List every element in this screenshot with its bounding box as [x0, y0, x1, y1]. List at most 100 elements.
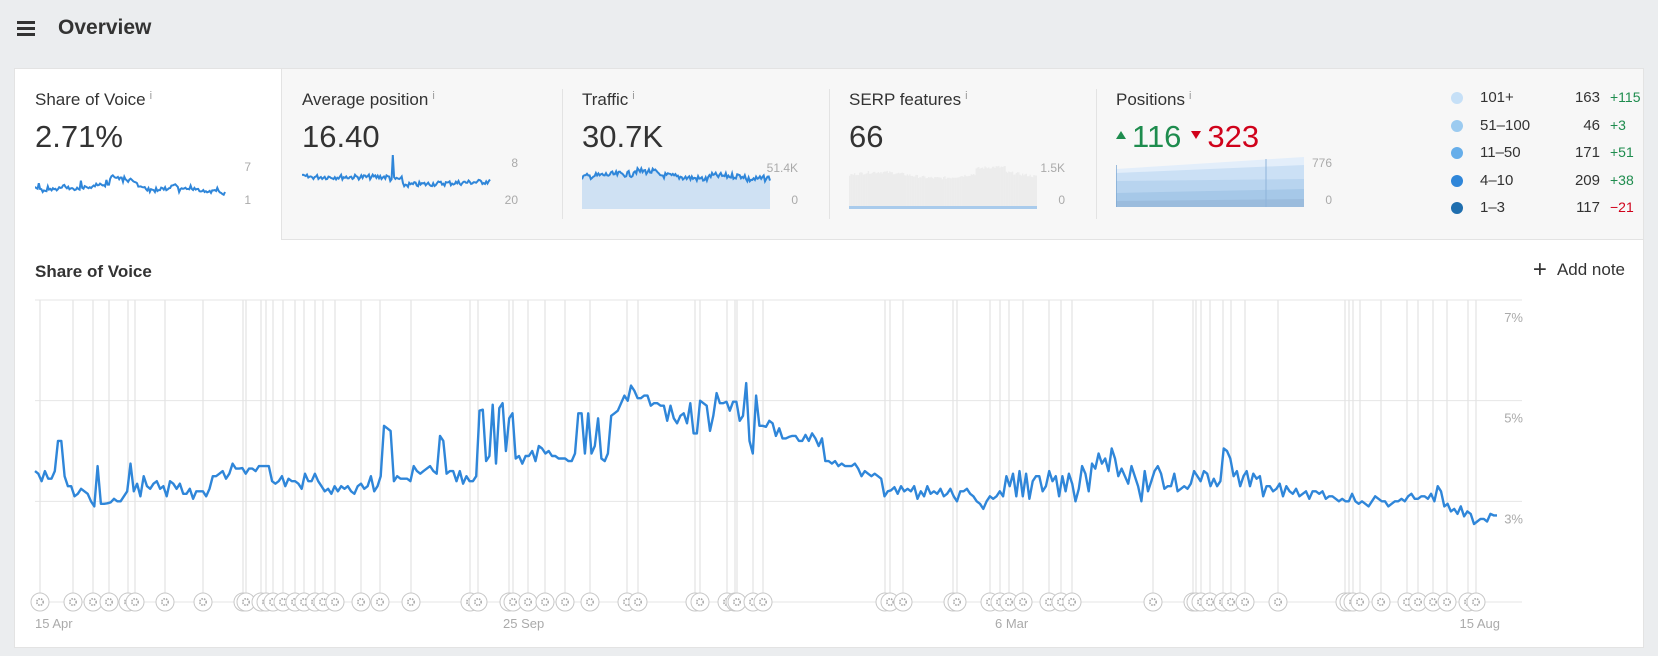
note-gear-icon[interactable] — [535, 592, 555, 612]
card-label: Share of Voice i — [35, 90, 153, 109]
note-gear-icon[interactable] — [1371, 592, 1391, 612]
legend-delta: +3 — [1610, 116, 1626, 133]
svg-text:5%: 5% — [1504, 411, 1523, 426]
note-gear-icon[interactable] — [468, 592, 488, 612]
top-bar: Overview — [0, 0, 1658, 60]
spark-axis-bottom: 0 — [1058, 193, 1065, 207]
metric-cards: Share of Voice i 2.71% 7 1 Average positi… — [14, 68, 1645, 241]
note-gear-icon[interactable] — [1408, 592, 1428, 612]
note-gear-icon[interactable] — [30, 592, 50, 612]
note-gear-icon[interactable] — [125, 592, 145, 612]
legend-count: 46 — [1583, 116, 1600, 134]
svg-text:15 Apr: 15 Apr — [35, 616, 73, 631]
spark-axis-bottom: 0 — [791, 193, 798, 207]
svg-text:6 Mar: 6 Mar — [995, 616, 1029, 631]
note-gear-icon[interactable] — [1062, 592, 1082, 612]
hamburger-menu-icon[interactable] — [17, 21, 35, 36]
legend-dot-icon — [1451, 202, 1463, 214]
page-title: Overview — [58, 16, 152, 39]
info-icon[interactable]: i — [632, 90, 635, 102]
positions-legend: 101+ 163 +115 51–100 46 +3 11–50 171 +51 4–10 209 +… — [1435, 87, 1641, 225]
note-gear-icon[interactable] — [518, 592, 538, 612]
note-gear-icon[interactable] — [193, 592, 213, 612]
add-note-button[interactable]: + Add note — [1532, 256, 1625, 283]
card-average-position[interactable]: Average position i 16.40 8 20 — [282, 69, 549, 239]
note-gear-icon[interactable] — [1437, 592, 1457, 612]
info-icon[interactable]: i — [965, 90, 968, 102]
card-share-of-voice[interactable]: Share of Voice i 2.71% 7 1 — [15, 69, 282, 241]
card-label: Traffic i — [582, 90, 635, 109]
note-gear-icon[interactable] — [99, 592, 119, 612]
legend-label: 101+ — [1480, 89, 1514, 106]
legend-count: 209 — [1574, 171, 1600, 189]
legend-delta: −21 — [1610, 199, 1634, 215]
info-icon[interactable]: i — [149, 90, 153, 102]
note-gear-icon[interactable] — [155, 592, 175, 612]
plus-icon: + — [1532, 256, 1547, 283]
note-gear-icon[interactable] — [1235, 592, 1255, 612]
spark-axis-top: 776 — [1311, 156, 1332, 170]
stacked-area-sparkline — [1116, 157, 1304, 207]
legend-label: 11–50 — [1480, 144, 1521, 161]
sparkline-area — [582, 165, 771, 209]
legend-row[interactable]: 4–10 209 +38 — [1435, 170, 1635, 198]
legend-count: 171 — [1574, 144, 1600, 161]
card-serp-features[interactable]: SERP features i 66 1.5K 0 — [829, 69, 1096, 239]
legend-row[interactable]: 51–100 46 +3 — [1435, 115, 1635, 143]
spark-axis-top: 8 — [511, 156, 518, 170]
note-gear-icon[interactable] — [83, 592, 103, 612]
legend-dot-icon — [1451, 92, 1463, 104]
card-positions[interactable]: Positions i 116 323 776 0 — [1096, 69, 1645, 239]
legend-dot-icon — [1451, 147, 1463, 159]
legend-row[interactable]: 101+ 163 +115 — [1435, 87, 1641, 115]
card-value: 30.7K — [582, 119, 664, 154]
note-gear-icon[interactable] — [580, 592, 600, 612]
chart-title: Share of Voice — [35, 262, 152, 281]
share-of-voice-line-chart[interactable]: 7% 5% 3% 15 Apr 25 Sep 6 Mar 15 Aug — [15, 240, 1645, 648]
note-gear-icon[interactable] — [1466, 592, 1486, 612]
note-gear-icon[interactable] — [555, 592, 575, 612]
note-gear-icon[interactable] — [351, 592, 371, 612]
divider — [562, 89, 563, 219]
card-label: Positions i — [1116, 90, 1192, 109]
note-gear-icon[interactable] — [727, 592, 747, 612]
legend-delta: +115 — [1610, 89, 1641, 105]
legend-delta: +51 — [1610, 144, 1634, 160]
note-gear-icon[interactable] — [753, 592, 773, 612]
legend-row[interactable]: 1–3 117 −21 — [1435, 197, 1635, 225]
legend-dot-icon — [1451, 119, 1463, 132]
card-value: 2.71% — [35, 119, 123, 154]
card-label: Average position i — [302, 90, 435, 109]
svg-text:25 Sep: 25 Sep — [503, 616, 544, 631]
note-gear-icon[interactable] — [63, 592, 83, 612]
legend-row[interactable]: 11–50 171 +51 — [1435, 142, 1635, 170]
sparkline — [302, 154, 491, 189]
legend-count: 163 — [1574, 89, 1600, 106]
note-gear-icon[interactable] — [947, 592, 967, 612]
positions-down: 323 — [1207, 119, 1260, 154]
info-icon[interactable]: i — [432, 90, 435, 102]
note-gear-icon[interactable] — [370, 592, 390, 612]
share-of-voice-chart-panel: Share of Voice + Add note 7% 5% 3% 15 Apr 25… — [14, 240, 1644, 648]
note-gear-icon[interactable] — [1143, 592, 1163, 612]
note-gear-icon[interactable] — [1268, 592, 1288, 612]
note-gear-icon[interactable] — [401, 592, 421, 612]
note-gear-icon[interactable] — [325, 592, 345, 612]
info-icon[interactable]: i — [1188, 90, 1192, 102]
note-gear-icon[interactable] — [1350, 592, 1370, 612]
svg-text:7%: 7% — [1504, 310, 1523, 325]
card-traffic[interactable]: Traffic i 30.7K 51.4K 0 — [562, 69, 829, 239]
note-gear-icon[interactable] — [628, 592, 648, 612]
spark-axis-top: 7 — [244, 160, 251, 174]
note-gear-icon[interactable] — [690, 592, 710, 612]
legend-label: 51–100 — [1480, 116, 1531, 134]
svg-text:3%: 3% — [1504, 511, 1523, 526]
positions-change: 116 323 — [1116, 119, 1259, 155]
note-gear-icon[interactable] — [893, 592, 913, 612]
positions-up: 116 — [1132, 119, 1182, 154]
spark-axis-top: 1.5K — [1040, 161, 1065, 175]
legend-label: 1–3 — [1480, 199, 1506, 216]
triangle-down-icon — [1191, 131, 1202, 139]
note-gear-icon[interactable] — [1013, 592, 1033, 612]
divider — [1096, 89, 1097, 219]
